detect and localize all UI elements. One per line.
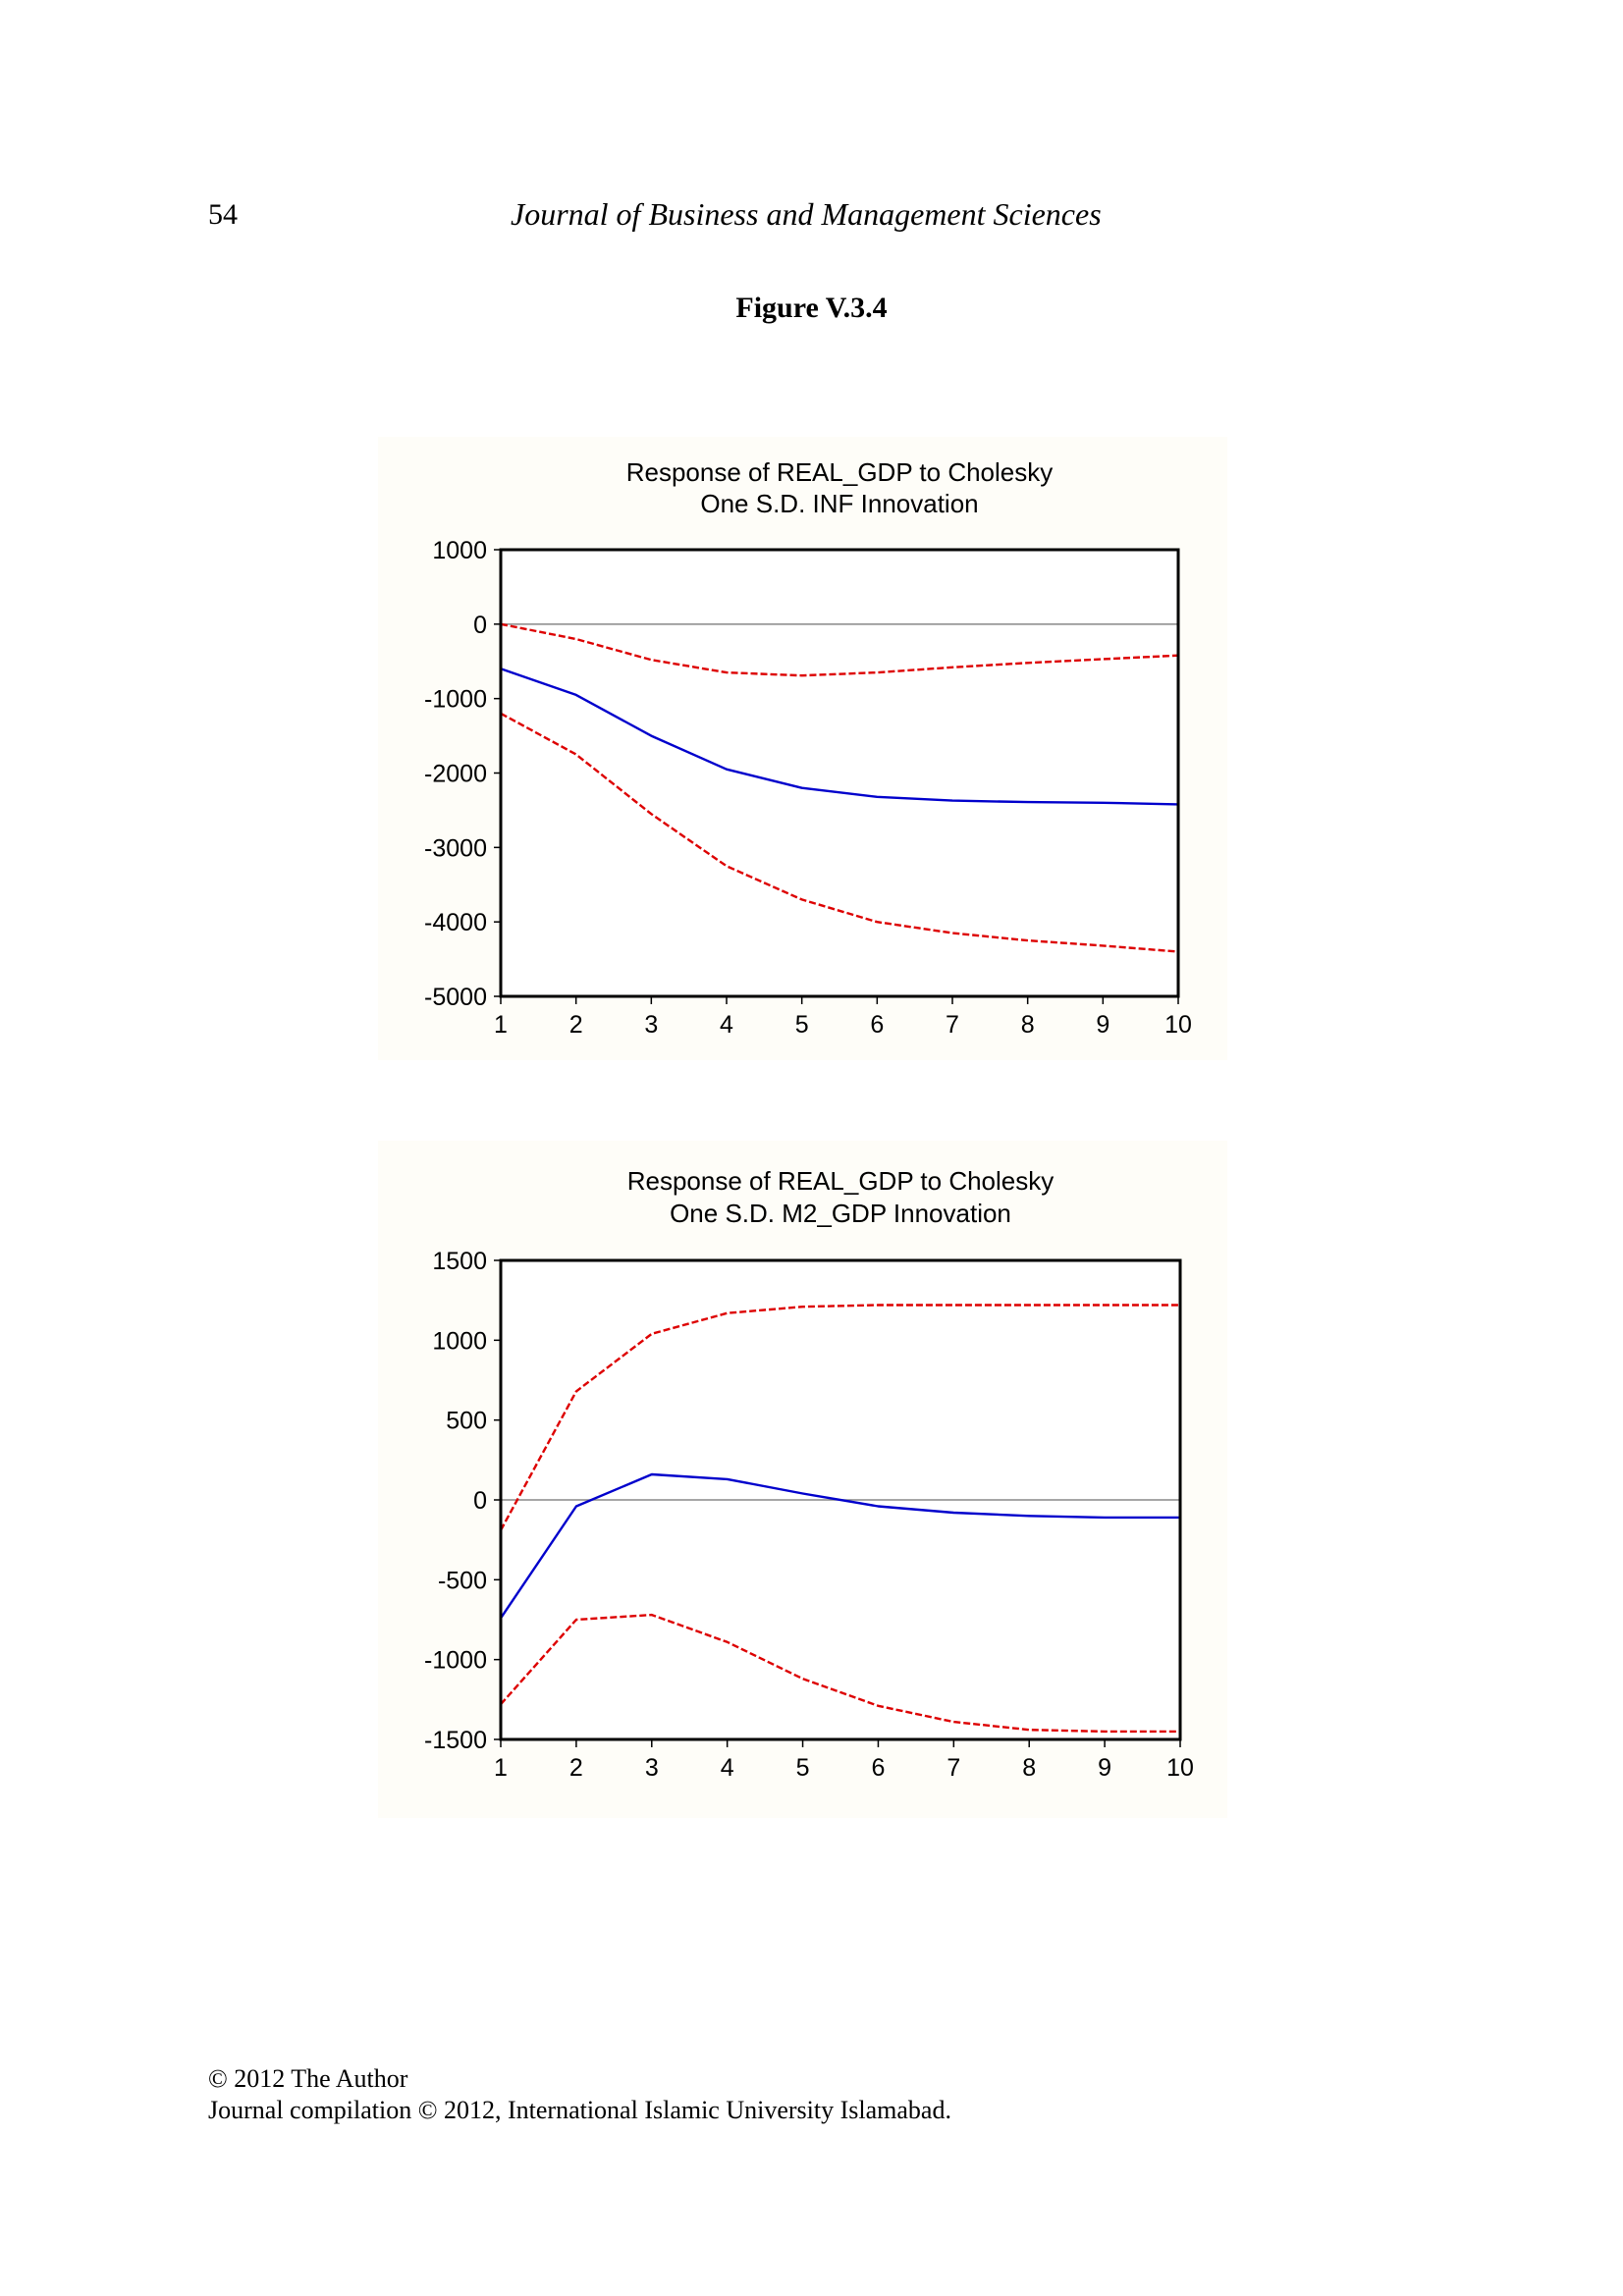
y-tick-label: -1000 — [424, 1647, 487, 1675]
chart-m2gdp-innovation: Response of REAL_GDP to Cholesky One S.D.… — [378, 1141, 1227, 1818]
x-tick-label: 6 — [871, 1754, 885, 1782]
x-tick-label: 4 — [720, 1011, 733, 1039]
confidence-band-line — [500, 1613, 1180, 1734]
x-tick-label: 8 — [1022, 1754, 1036, 1782]
chart-title-line2: One S.D. M2_GDP Innovation — [670, 1199, 1011, 1228]
journal-title: Journal of Business and Management Scien… — [511, 196, 1102, 232]
x-tick-label: 4 — [721, 1754, 734, 1782]
x-tick-label: 3 — [645, 1754, 659, 1782]
confidence-band-line — [500, 712, 1179, 953]
response-series-line — [500, 667, 1179, 806]
x-tick-label: 9 — [1098, 1754, 1111, 1782]
y-tick-label: -2000 — [424, 761, 487, 788]
chart-inf-innovation: Response of REAL_GDP to Cholesky One S.D.… — [378, 437, 1227, 1060]
x-tick-label: 5 — [795, 1011, 809, 1039]
x-tick-label: 9 — [1096, 1011, 1109, 1039]
confidence-band-line — [500, 622, 1179, 677]
y-tick-label: 1000 — [432, 537, 487, 564]
footer-copyright: © 2012 The Author — [208, 2064, 408, 2093]
x-tick-label: 8 — [1021, 1011, 1035, 1039]
y-tick-label: -3000 — [424, 834, 487, 862]
chart-title-line1: Response of REAL_GDP to Cholesky — [627, 1166, 1055, 1196]
confidence-band-line — [499, 1304, 1180, 1531]
x-tick-label: 1 — [494, 1754, 508, 1782]
x-tick-label: 2 — [569, 1754, 583, 1782]
y-tick-label: -500 — [438, 1567, 487, 1594]
x-tick-label: 10 — [1164, 1011, 1192, 1039]
y-tick-label: 1000 — [432, 1327, 487, 1355]
y-tick-label: 1500 — [432, 1248, 487, 1275]
y-tick-label: 500 — [446, 1408, 487, 1435]
x-tick-label: 7 — [947, 1754, 960, 1782]
footer-compilation: Journal compilation © 2012, Internationa… — [208, 2096, 951, 2124]
chart-1-svg: Response of REAL_GDP to Cholesky One S.D.… — [424, 1166, 1194, 1782]
x-tick-label: 6 — [870, 1011, 884, 1039]
y-tick-label: -1000 — [424, 686, 487, 714]
x-tick-label: 10 — [1166, 1754, 1194, 1782]
chart-title-line1: Response of REAL_GDP to Cholesky — [626, 457, 1054, 487]
response-series-line — [500, 1472, 1180, 1620]
figure-label: Figure V.3.4 — [735, 292, 888, 324]
y-tick-label: 0 — [473, 612, 487, 639]
chart-title-line2: One S.D. INF Innovation — [700, 489, 978, 518]
x-tick-label: 1 — [494, 1011, 508, 1039]
y-tick-label: -1500 — [424, 1727, 487, 1754]
page-number: 54 — [208, 198, 238, 231]
x-tick-label: 5 — [796, 1754, 810, 1782]
plot-area — [501, 550, 1178, 996]
y-tick-label: -5000 — [424, 984, 487, 1011]
y-tick-label: -4000 — [424, 909, 487, 936]
x-tick-label: 2 — [569, 1011, 583, 1039]
x-tick-label: 7 — [946, 1011, 959, 1039]
y-tick-label: 0 — [473, 1487, 487, 1515]
x-tick-label: 3 — [644, 1011, 658, 1039]
